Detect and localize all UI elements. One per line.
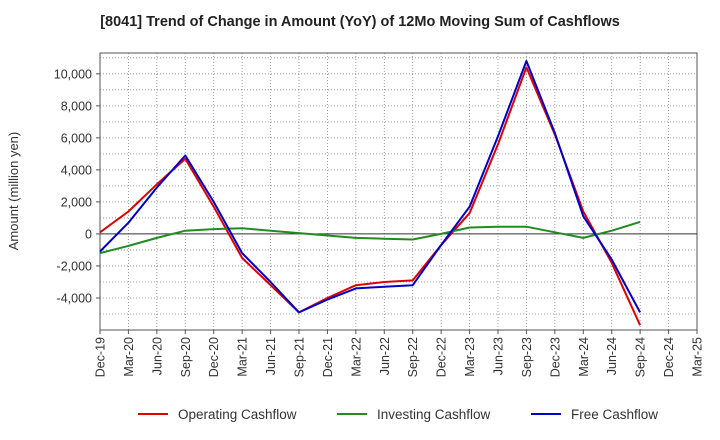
legend-label-investing-cashflow: Investing Cashflow: [377, 407, 491, 422]
y-axis-label: Amount (million yen): [6, 132, 21, 251]
plot-area-frame: [99, 52, 698, 331]
y-tick-label: -4,000: [57, 291, 92, 305]
x-tick-label: Dec-19: [94, 337, 108, 377]
x-tick-label: Mar-21: [236, 337, 250, 377]
y-tick-label: 0: [85, 227, 92, 241]
x-tick-label: Jun-24: [605, 337, 619, 375]
free-cashflow-line: [99, 60, 641, 314]
y-tick-labels: -4,000 -2,000 0 2,000 4,000 6,000 8,000 10,000: [54, 67, 100, 305]
x-tick-label: Sep-23: [520, 337, 534, 377]
x-tick-label: Dec-24: [662, 337, 676, 377]
x-tick-label: Mar-22: [349, 337, 363, 377]
x-tick-label: Dec-21: [321, 337, 335, 377]
x-tick-label: Mar-24: [577, 337, 591, 377]
x-tick-label: Dec-20: [207, 337, 221, 377]
x-tick-label: Dec-22: [435, 337, 449, 377]
x-tick-label: Jun-20: [150, 337, 164, 375]
x-tick-label: Sep-21: [293, 337, 307, 377]
x-tick-label: Mar-20: [122, 337, 136, 377]
y-tick-label: 8,000: [61, 99, 92, 113]
x-tick-label: Mar-25: [691, 337, 705, 377]
legend: Operating Cashflow Investing Cashflow Free…: [138, 407, 658, 422]
x-tick-label: Jun-21: [264, 337, 278, 375]
y-tick-label: 2,000: [61, 195, 92, 209]
x-tick-label: Dec-23: [548, 337, 562, 377]
investing-cashflow-line: [99, 220, 641, 255]
legend-label-free-cashflow: Free Cashflow: [571, 407, 658, 422]
grid-lines: [100, 53, 697, 331]
x-tick-labels: Dec-19 Mar-20 Jun-20 Sep-20 Dec-20 Mar-21 Jun-…: [94, 330, 705, 377]
legend-label-operating-cashflow: Operating Cashflow: [178, 407, 297, 422]
x-tick-label: Sep-24: [634, 337, 648, 377]
y-tick-label: 6,000: [61, 131, 92, 145]
chart-title: [8041] Trend of Change in Amount (YoY) o…: [100, 14, 620, 30]
x-tick-label: Mar-23: [463, 337, 477, 377]
x-tick-label: Sep-20: [179, 337, 193, 377]
x-tick-label: Jun-22: [378, 337, 392, 375]
series-lines: [99, 60, 642, 326]
x-tick-label: Sep-22: [406, 337, 420, 377]
y-tick-label: 4,000: [61, 163, 92, 177]
y-tick-label: 10,000: [54, 67, 92, 81]
y-tick-label: -2,000: [57, 259, 92, 273]
x-tick-label: Jun-23: [492, 337, 506, 375]
